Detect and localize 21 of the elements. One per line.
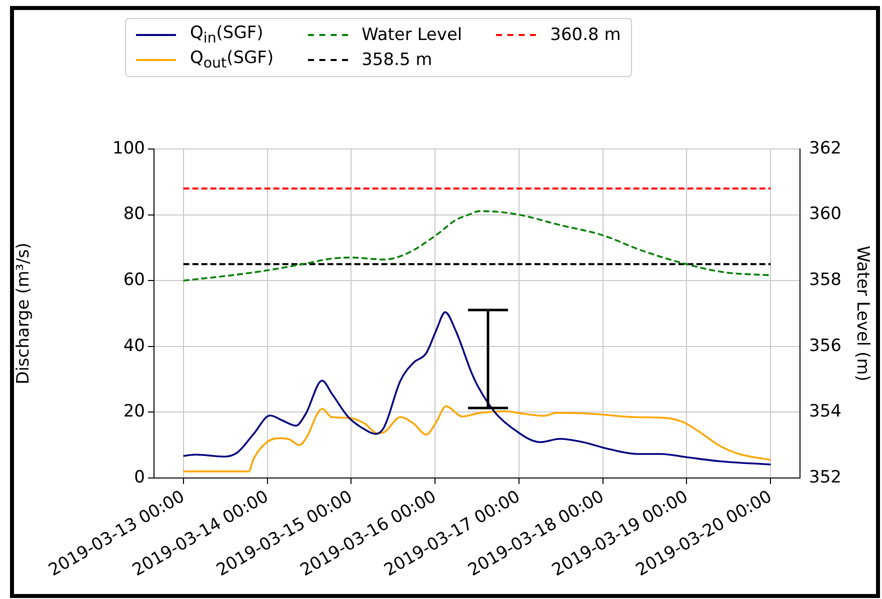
y-tick-label: 80 [123, 204, 145, 224]
y-tick-label: 40 [123, 336, 145, 356]
y2-tick-label: 362 [809, 138, 842, 158]
y-tick-label: 20 [123, 402, 145, 422]
line-series [182, 405, 772, 472]
y-axis-title: Discharge (m³/s) [14, 242, 34, 384]
y2-tick-label: 358 [809, 270, 842, 290]
legend-label: 360.8 m [550, 24, 621, 45]
legend-label: 358.5 m [362, 50, 432, 70]
y2-tick-label: 356 [809, 336, 842, 356]
line-series [182, 311, 772, 466]
y2-tick-label: 360 [809, 204, 842, 224]
legend-label: Q$_{out}$(SGF) [190, 48, 274, 72]
y-tick-label: 60 [123, 270, 145, 290]
y-tick-label: 100 [112, 138, 145, 158]
y2-tick-label: 354 [809, 402, 842, 422]
y2-axis-title: Water Level (m) [852, 246, 872, 382]
legend-label: Water Level [362, 24, 462, 45]
y-tick-label: 0 [134, 467, 145, 488]
legend-label: Q$_{in}$(SGF) [190, 23, 264, 46]
y2-tick-label: 352 [809, 467, 842, 488]
